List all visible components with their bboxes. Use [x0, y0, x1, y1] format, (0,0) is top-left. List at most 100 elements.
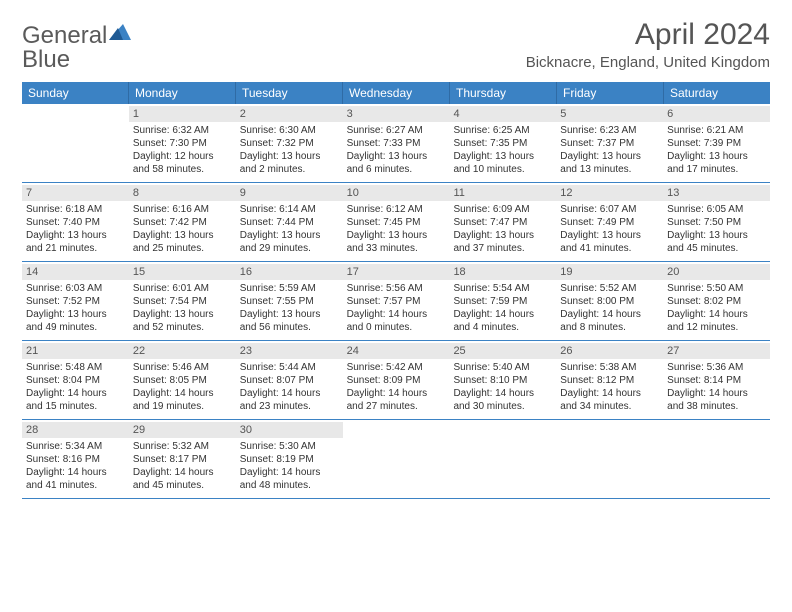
- logo-triangle-icon: [109, 24, 131, 45]
- sunset-line: Sunset: 7:33 PM: [347, 137, 446, 150]
- sunset-line: Sunset: 8:05 PM: [133, 374, 232, 387]
- day-cell: 1Sunrise: 6:32 AMSunset: 7:30 PMDaylight…: [129, 104, 236, 182]
- daylight-line: Daylight: 13 hours and 13 minutes.: [560, 150, 659, 176]
- daylight-line: Daylight: 13 hours and 10 minutes.: [453, 150, 552, 176]
- day-cell: 23Sunrise: 5:44 AMSunset: 8:07 PMDayligh…: [236, 341, 343, 419]
- day-number: 14: [22, 264, 129, 280]
- sunset-line: Sunset: 7:45 PM: [347, 216, 446, 229]
- week-row: 7Sunrise: 6:18 AMSunset: 7:40 PMDaylight…: [22, 183, 770, 262]
- sunrise-line: Sunrise: 5:44 AM: [240, 361, 339, 374]
- day-cell: 2Sunrise: 6:30 AMSunset: 7:32 PMDaylight…: [236, 104, 343, 182]
- day-cell: 9Sunrise: 6:14 AMSunset: 7:44 PMDaylight…: [236, 183, 343, 261]
- daylight-line: Daylight: 13 hours and 56 minutes.: [240, 308, 339, 334]
- day-number: 19: [556, 264, 663, 280]
- daylight-line: Daylight: 13 hours and 33 minutes.: [347, 229, 446, 255]
- week-row: 21Sunrise: 5:48 AMSunset: 8:04 PMDayligh…: [22, 341, 770, 420]
- day-header-saturday: Saturday: [664, 82, 770, 104]
- day-number: 10: [343, 185, 450, 201]
- calendar: SundayMondayTuesdayWednesdayThursdayFrid…: [22, 82, 770, 499]
- day-cell: 20Sunrise: 5:50 AMSunset: 8:02 PMDayligh…: [663, 262, 770, 340]
- daylight-line: Daylight: 13 hours and 49 minutes.: [26, 308, 125, 334]
- daylight-line: Daylight: 14 hours and 12 minutes.: [667, 308, 766, 334]
- day-header-monday: Monday: [129, 82, 236, 104]
- sunset-line: Sunset: 8:10 PM: [453, 374, 552, 387]
- sunrise-line: Sunrise: 6:12 AM: [347, 203, 446, 216]
- day-number: 6: [663, 106, 770, 122]
- day-number: 7: [22, 185, 129, 201]
- sunrise-line: Sunrise: 6:14 AM: [240, 203, 339, 216]
- day-number: 4: [449, 106, 556, 122]
- day-cell: 25Sunrise: 5:40 AMSunset: 8:10 PMDayligh…: [449, 341, 556, 419]
- day-number: 27: [663, 343, 770, 359]
- sunset-line: Sunset: 7:50 PM: [667, 216, 766, 229]
- day-cell: .: [449, 420, 556, 498]
- day-cell: 27Sunrise: 5:36 AMSunset: 8:14 PMDayligh…: [663, 341, 770, 419]
- sunset-line: Sunset: 7:49 PM: [560, 216, 659, 229]
- day-cell: 26Sunrise: 5:38 AMSunset: 8:12 PMDayligh…: [556, 341, 663, 419]
- daylight-line: Daylight: 13 hours and 6 minutes.: [347, 150, 446, 176]
- day-number: 21: [22, 343, 129, 359]
- logo-word2: Blue: [22, 46, 70, 73]
- sunset-line: Sunset: 7:57 PM: [347, 295, 446, 308]
- daylight-line: Daylight: 13 hours and 45 minutes.: [667, 229, 766, 255]
- sunset-line: Sunset: 8:04 PM: [26, 374, 125, 387]
- day-cell: 19Sunrise: 5:52 AMSunset: 8:00 PMDayligh…: [556, 262, 663, 340]
- day-number: 3: [343, 106, 450, 122]
- daylight-line: Daylight: 14 hours and 45 minutes.: [133, 466, 232, 492]
- sunset-line: Sunset: 7:39 PM: [667, 137, 766, 150]
- day-cell: 24Sunrise: 5:42 AMSunset: 8:09 PMDayligh…: [343, 341, 450, 419]
- daylight-line: Daylight: 14 hours and 30 minutes.: [453, 387, 552, 413]
- sunrise-line: Sunrise: 5:40 AM: [453, 361, 552, 374]
- sunrise-line: Sunrise: 5:36 AM: [667, 361, 766, 374]
- sunset-line: Sunset: 7:59 PM: [453, 295, 552, 308]
- sunrise-line: Sunrise: 6:16 AM: [133, 203, 232, 216]
- day-cell: 6Sunrise: 6:21 AMSunset: 7:39 PMDaylight…: [663, 104, 770, 182]
- daylight-line: Daylight: 14 hours and 48 minutes.: [240, 466, 339, 492]
- day-cell: 11Sunrise: 6:09 AMSunset: 7:47 PMDayligh…: [449, 183, 556, 261]
- day-header-thursday: Thursday: [450, 82, 557, 104]
- day-number: 2: [236, 106, 343, 122]
- sunset-line: Sunset: 7:55 PM: [240, 295, 339, 308]
- sunrise-line: Sunrise: 5:54 AM: [453, 282, 552, 295]
- day-header-wednesday: Wednesday: [343, 82, 450, 104]
- sunrise-line: Sunrise: 6:01 AM: [133, 282, 232, 295]
- daylight-line: Daylight: 14 hours and 34 minutes.: [560, 387, 659, 413]
- title-block: April 2024 Bicknacre, England, United Ki…: [526, 18, 770, 71]
- sunset-line: Sunset: 8:00 PM: [560, 295, 659, 308]
- day-cell: 13Sunrise: 6:05 AMSunset: 7:50 PMDayligh…: [663, 183, 770, 261]
- day-cell: 4Sunrise: 6:25 AMSunset: 7:35 PMDaylight…: [449, 104, 556, 182]
- sunrise-line: Sunrise: 6:23 AM: [560, 124, 659, 137]
- day-cell: 22Sunrise: 5:46 AMSunset: 8:05 PMDayligh…: [129, 341, 236, 419]
- daylight-line: Daylight: 14 hours and 19 minutes.: [133, 387, 232, 413]
- day-number: 15: [129, 264, 236, 280]
- month-title: April 2024: [526, 18, 770, 52]
- day-header-row: SundayMondayTuesdayWednesdayThursdayFrid…: [22, 82, 770, 104]
- sunrise-line: Sunrise: 5:59 AM: [240, 282, 339, 295]
- weeks-container: . 1Sunrise: 6:32 AMSunset: 7:30 PMDayligh…: [22, 104, 770, 499]
- daylight-line: Daylight: 14 hours and 15 minutes.: [26, 387, 125, 413]
- sunrise-line: Sunrise: 5:34 AM: [26, 440, 125, 453]
- sunset-line: Sunset: 7:47 PM: [453, 216, 552, 229]
- daylight-line: Daylight: 13 hours and 2 minutes.: [240, 150, 339, 176]
- day-cell: .: [556, 420, 663, 498]
- day-number: 18: [449, 264, 556, 280]
- day-header-sunday: Sunday: [22, 82, 129, 104]
- day-number: 9: [236, 185, 343, 201]
- daylight-line: Daylight: 12 hours and 58 minutes.: [133, 150, 232, 176]
- week-row: 28Sunrise: 5:34 AMSunset: 8:16 PMDayligh…: [22, 420, 770, 499]
- sunset-line: Sunset: 8:09 PM: [347, 374, 446, 387]
- day-cell: 30Sunrise: 5:30 AMSunset: 8:19 PMDayligh…: [236, 420, 343, 498]
- sunset-line: Sunset: 8:07 PM: [240, 374, 339, 387]
- sunrise-line: Sunrise: 5:32 AM: [133, 440, 232, 453]
- daylight-line: Daylight: 14 hours and 0 minutes.: [347, 308, 446, 334]
- daylight-line: Daylight: 13 hours and 25 minutes.: [133, 229, 232, 255]
- day-number: 13: [663, 185, 770, 201]
- daylight-line: Daylight: 14 hours and 4 minutes.: [453, 308, 552, 334]
- day-cell: 29Sunrise: 5:32 AMSunset: 8:17 PMDayligh…: [129, 420, 236, 498]
- sunrise-line: Sunrise: 5:42 AM: [347, 361, 446, 374]
- daylight-line: Daylight: 13 hours and 52 minutes.: [133, 308, 232, 334]
- sunrise-line: Sunrise: 6:03 AM: [26, 282, 125, 295]
- week-row: .1Sunrise: 6:32 AMSunset: 7:30 PMDayligh…: [22, 104, 770, 183]
- day-cell: 21Sunrise: 5:48 AMSunset: 8:04 PMDayligh…: [22, 341, 129, 419]
- sunrise-line: Sunrise: 5:30 AM: [240, 440, 339, 453]
